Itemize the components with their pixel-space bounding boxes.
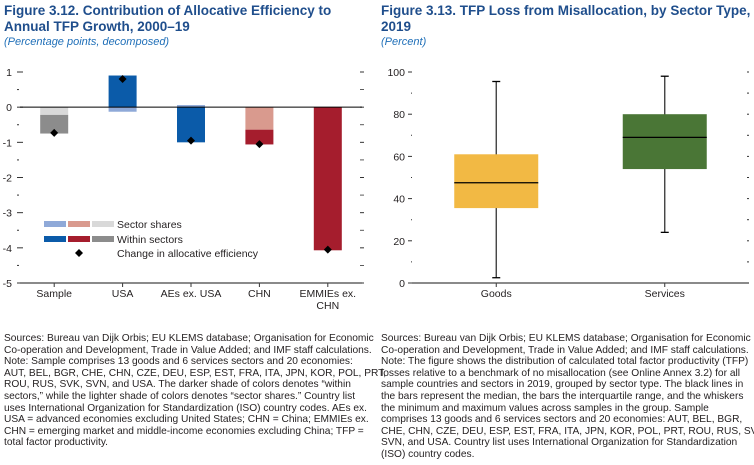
note-line: Co-operation and Development, Trade in V…: [4, 344, 372, 356]
change-marker: [118, 75, 127, 84]
legend-swatch: [92, 221, 114, 227]
y-tick-label: 0: [6, 102, 12, 114]
note-line: Note: Sample comprises 13 goods and 6 se…: [4, 356, 353, 368]
note-line: the bars represent the median, the bars …: [381, 390, 744, 402]
note-line: total factor productivity.: [4, 437, 108, 449]
chart-notes: Sources: Bureau van Dijk Orbis; EU KLEMS…: [381, 333, 754, 461]
x-tick-label: Services: [645, 288, 685, 300]
note-line: CHE, CHN, CZE, DEU, ESP, EST, FRA, ITA, …: [381, 425, 754, 437]
y-tick-label: 0: [399, 278, 405, 290]
note-line: SVN, and USA. Country list uses Internat…: [381, 437, 738, 449]
y-tick-label: 40: [393, 194, 405, 206]
within-sectors-bar: [313, 107, 342, 251]
y-tick-label: -1: [3, 137, 12, 149]
note-line: Co-operation and Development, Trade in V…: [381, 344, 749, 356]
legend-swatch: [44, 236, 66, 242]
change-marker: [187, 136, 195, 145]
within-sectors-bar: [40, 114, 69, 134]
legend-swatch: [68, 221, 90, 227]
figure-3-13-panel: Figure 3.13. TFP Loss from Misallocation…: [377, 0, 754, 465]
y-tick-label: -3: [3, 208, 12, 220]
x-tick-label: AEs ex. USA: [161, 288, 222, 300]
note-line: uses International Organization for Stan…: [4, 402, 367, 414]
legend-marker: [75, 249, 83, 257]
chart-subtitle: (Percent): [381, 36, 427, 48]
sector-shares-bar: [40, 107, 69, 115]
chart-notes: Sources: Bureau van Dijk Orbis; EU KLEMS…: [4, 333, 387, 449]
x-tick-label: CHN: [248, 288, 271, 300]
legend-label: Change in allocative efficiency: [117, 248, 259, 260]
note-line: (ISO) country codes.: [381, 448, 475, 460]
change-marker: [50, 128, 59, 137]
y-tick-label: 80: [393, 109, 405, 121]
within-sectors-bar: [245, 129, 274, 145]
x-tick-label: Sample: [36, 288, 72, 300]
change-marker: [255, 140, 264, 149]
note-line: comprises 13 goods and 6 services sector…: [381, 414, 743, 426]
iqr-box: [622, 114, 707, 170]
legend-label: Within sectors: [117, 234, 183, 246]
change-marker: [323, 245, 332, 254]
note-line: sectors,” while the lighter shade of col…: [4, 390, 356, 402]
sector-shares-bar: [177, 105, 205, 108]
legend-swatch: [44, 221, 66, 227]
figure-3-12-panel: Figure 3.12. Contribution of Allocative …: [3, 3, 387, 449]
box-chart: 100 80 60 40 20 0 Goods Services: [387, 67, 749, 300]
chart-subtitle: (Percentage points, decomposed): [4, 36, 170, 48]
chart-title: Figure 3.12. Contribution of Allocative …: [4, 3, 332, 34]
y-tick-label: -2: [3, 173, 12, 185]
note-line: Note: The figure shows the distribution …: [381, 356, 749, 368]
note-line: Sources: Bureau van Dijk Orbis; EU KLEMS…: [4, 333, 374, 344]
sector-shares-bar: [108, 107, 137, 112]
note-line: USA = advanced economies excluding Unite…: [4, 414, 369, 426]
bar-chart: 1 0 -1 -2 -3 -4 -5 Sample USA AEs ex. USA CHN EMMIE…: [3, 67, 364, 312]
y-tick-label: -5: [3, 278, 12, 290]
within-sectors-bar: [177, 107, 205, 143]
chart-title: Figure 3.13. TFP Loss from Misallocation…: [381, 3, 751, 34]
note-line: CHN = emerging market and middle-income …: [4, 425, 364, 437]
x-tick-label: EMMIEs ex. CHN: [300, 288, 357, 312]
y-tick-label: 100: [387, 67, 405, 79]
y-tick-label: 20: [393, 236, 405, 248]
legend-swatch: [92, 236, 114, 242]
note-line: Sources: Bureau van Dijk Orbis; EU KLEMS…: [381, 333, 751, 344]
y-tick-label: 60: [393, 151, 405, 163]
note-line: the minimum and maximum values across sa…: [381, 402, 709, 414]
y-tick-label: -4: [3, 243, 12, 255]
sector-shares-bar: [245, 107, 274, 130]
note-line: AUT, BEL, BGR, CHE, CHN, CZE, DEU, ESP, …: [4, 367, 387, 379]
note-line: ROU, RUS, SVK, SVN, and USA. The darker …: [4, 379, 351, 391]
legend-swatch: [68, 236, 90, 242]
note-line: sample countries and sectors in 2019, gr…: [381, 379, 744, 391]
x-tick-label: Goods: [481, 288, 512, 300]
legend-label: Sector shares: [117, 219, 182, 231]
x-tick-label: USA: [112, 288, 134, 300]
note-line: losses relative to a benchmark of no mis…: [381, 367, 741, 379]
y-tick-label: 1: [6, 67, 12, 79]
iqr-box: [454, 154, 539, 209]
